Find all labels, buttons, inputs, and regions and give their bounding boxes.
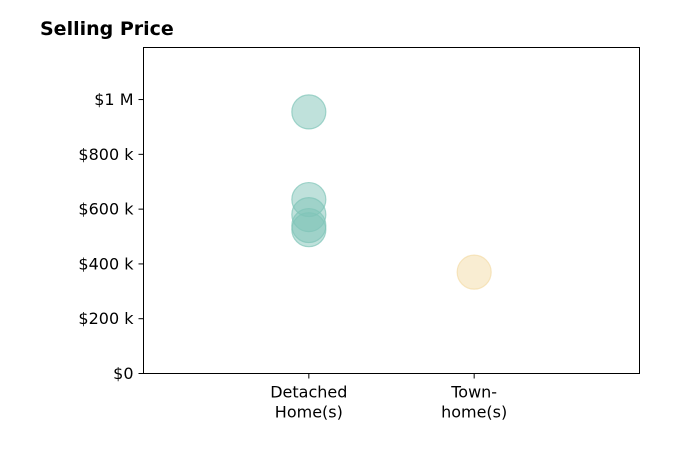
y-tick-label: $1 M	[94, 90, 133, 109]
data-point	[291, 94, 327, 130]
y-tick-label: $0	[113, 364, 133, 383]
data-point	[291, 212, 327, 248]
y-tick-label: $800 k	[78, 145, 134, 164]
x-tick-label: Home(s)	[275, 403, 343, 422]
plot-area-frame	[143, 47, 640, 374]
x-tick-label: Detached	[270, 383, 347, 402]
x-tick-label: home(s)	[441, 403, 507, 422]
y-tick-label: $400 k	[78, 254, 134, 273]
y-tick-label: $200 k	[78, 309, 134, 328]
x-tick-label: Town-	[450, 383, 497, 402]
data-points	[291, 94, 492, 290]
data-point	[456, 254, 492, 290]
y-axis: $0 $200 k $400 k $600 k $800 k $1 M	[78, 90, 144, 383]
y-tick-label: $600 k	[78, 200, 134, 219]
chart-title: Selling Price	[40, 18, 174, 40]
